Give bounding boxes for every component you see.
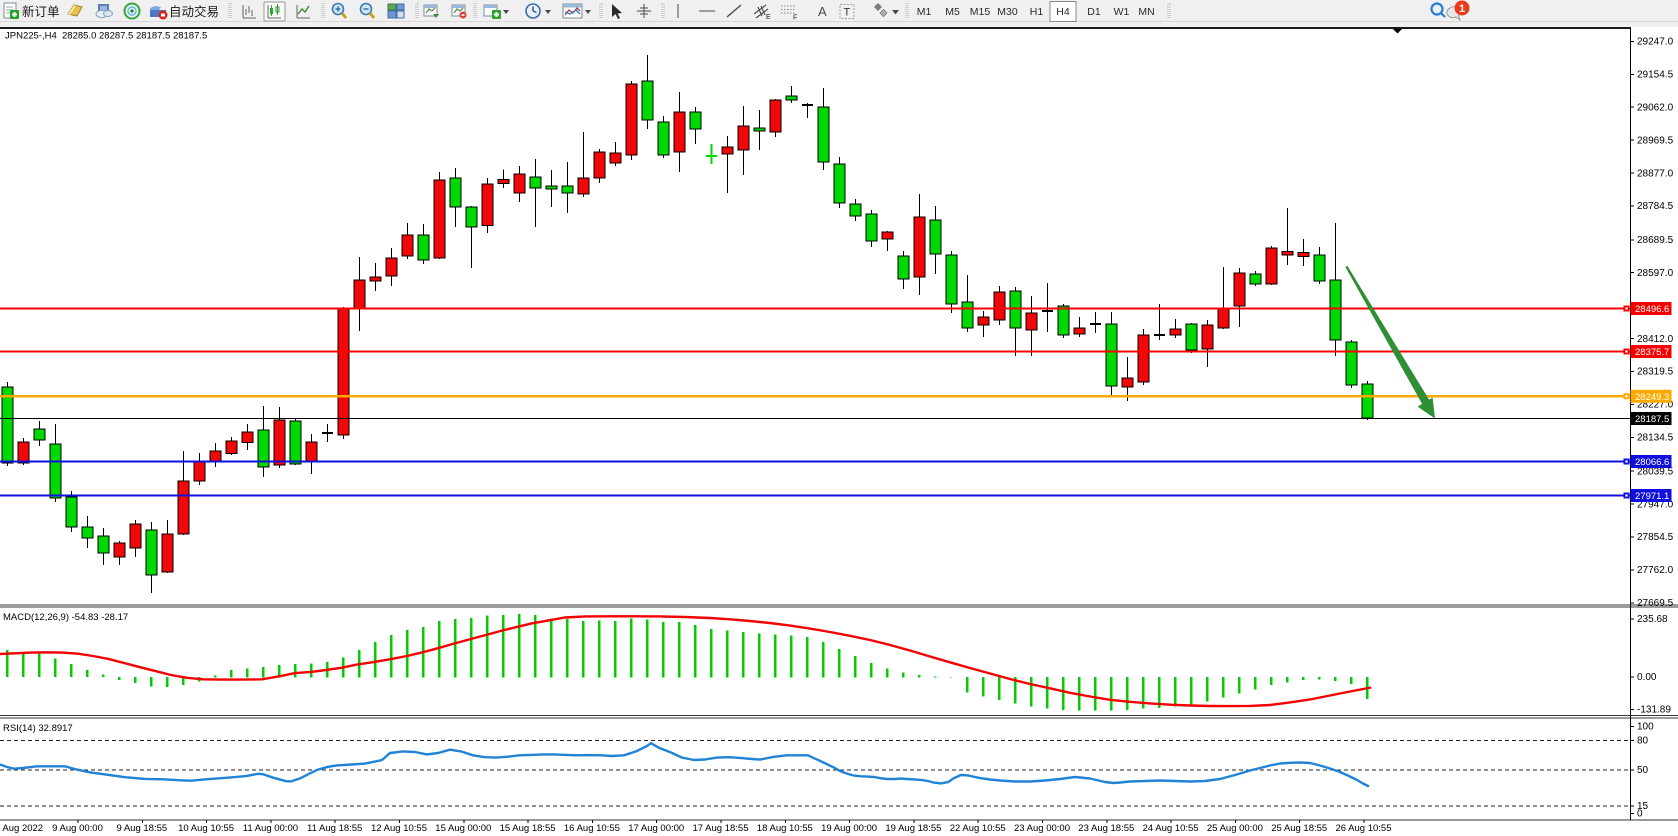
svg-text:23 Aug 00:00: 23 Aug 00:00	[1014, 823, 1070, 834]
svg-text:28249.3: 28249.3	[1635, 392, 1669, 403]
svg-text:24 Aug 10:55: 24 Aug 10:55	[1143, 823, 1199, 834]
svg-text:16 Aug 10:55: 16 Aug 10:55	[564, 823, 620, 834]
svg-text:17 Aug 18:55: 17 Aug 18:55	[693, 823, 749, 834]
svg-text:18 Aug 10:55: 18 Aug 10:55	[757, 823, 813, 834]
svg-text:A: A	[818, 4, 827, 19]
svg-text:自动交易: 自动交易	[169, 4, 219, 19]
svg-text:28597.0: 28597.0	[1637, 268, 1674, 279]
svg-text:28039.5: 28039.5	[1637, 466, 1674, 477]
svg-text:22 Aug 10:55: 22 Aug 10:55	[950, 823, 1006, 834]
svg-text:9 Aug 00:00: 9 Aug 00:00	[52, 823, 103, 834]
svg-text:0.00: 0.00	[1637, 672, 1657, 683]
svg-text:17 Aug 00:00: 17 Aug 00:00	[628, 823, 684, 834]
svg-text:H1: H1	[1030, 6, 1044, 18]
svg-text:28969.5: 28969.5	[1637, 135, 1674, 146]
svg-text:10 Aug 10:55: 10 Aug 10:55	[178, 823, 234, 834]
svg-text:28134.5: 28134.5	[1637, 433, 1674, 444]
svg-text:29062.0: 29062.0	[1637, 102, 1674, 113]
svg-text:27669.5: 27669.5	[1637, 598, 1674, 609]
svg-text:235.68: 235.68	[1637, 614, 1668, 625]
svg-text:11 Aug 18:55: 11 Aug 18:55	[307, 823, 362, 834]
svg-text:RSI(14) 32.8917: RSI(14) 32.8917	[3, 723, 73, 734]
svg-text:D1: D1	[1087, 6, 1101, 18]
svg-text:M1: M1	[917, 6, 932, 18]
svg-text:JPN225-,H4 28285.0 28287.5 28: JPN225-,H4 28285.0 28287.5 28187.5 28187…	[5, 31, 207, 42]
svg-text:M30: M30	[997, 6, 1018, 18]
svg-text:28187.5: 28187.5	[1635, 414, 1669, 425]
svg-text:15 Aug 18:55: 15 Aug 18:55	[500, 823, 556, 834]
svg-text:19 Aug 00:00: 19 Aug 00:00	[821, 823, 877, 834]
svg-text:H4: H4	[1056, 6, 1070, 18]
svg-text:12 Aug 10:55: 12 Aug 10:55	[371, 823, 427, 834]
svg-text:100: 100	[1637, 722, 1654, 733]
svg-text:28689.5: 28689.5	[1637, 235, 1674, 246]
svg-text:27947.0: 27947.0	[1637, 499, 1674, 510]
svg-text:27971.1: 27971.1	[1635, 491, 1669, 502]
svg-text:28877.0: 28877.0	[1637, 168, 1674, 179]
svg-text:25 Aug 18:55: 25 Aug 18:55	[1271, 823, 1327, 834]
svg-text:28496.6: 28496.6	[1635, 304, 1669, 315]
svg-text:11 Aug 00:00: 11 Aug 00:00	[243, 823, 298, 834]
svg-text:M5: M5	[945, 6, 960, 18]
svg-text:26 Aug 10:55: 26 Aug 10:55	[1336, 823, 1392, 834]
svg-text:28066.6: 28066.6	[1635, 457, 1669, 468]
svg-text:50: 50	[1637, 765, 1649, 776]
svg-text:E: E	[766, 14, 771, 21]
svg-text:T: T	[844, 7, 851, 19]
svg-text:W1: W1	[1114, 6, 1130, 18]
svg-text:28227.0: 28227.0	[1637, 400, 1674, 411]
svg-text:27762.0: 27762.0	[1637, 565, 1674, 576]
svg-text:28784.5: 28784.5	[1637, 201, 1674, 212]
svg-text:M15: M15	[970, 6, 991, 18]
svg-text:1: 1	[1459, 3, 1465, 15]
svg-text:28319.5: 28319.5	[1637, 367, 1674, 378]
svg-text:F: F	[793, 15, 797, 22]
svg-text:28412.0: 28412.0	[1637, 334, 1674, 345]
svg-text:25 Aug 00:00: 25 Aug 00:00	[1207, 823, 1263, 834]
svg-text:MACD(12,26,9) -54.83 -28.17: MACD(12,26,9) -54.83 -28.17	[3, 612, 128, 623]
svg-text:MN: MN	[1138, 6, 1154, 18]
svg-text:29247.0: 29247.0	[1637, 37, 1674, 48]
svg-text:15: 15	[1637, 801, 1649, 812]
svg-text:23 Aug 18:55: 23 Aug 18:55	[1078, 823, 1134, 834]
svg-text:29154.5: 29154.5	[1637, 70, 1674, 81]
svg-text:8 Aug 2022: 8 Aug 2022	[0, 823, 43, 834]
svg-text:19 Aug 18:55: 19 Aug 18:55	[885, 823, 941, 834]
svg-text:15 Aug 00:00: 15 Aug 00:00	[435, 823, 491, 834]
svg-text:27854.5: 27854.5	[1637, 532, 1674, 543]
svg-text:28375.7: 28375.7	[1635, 347, 1669, 358]
svg-text:80: 80	[1637, 736, 1649, 747]
svg-text:新订单: 新订单	[22, 4, 60, 19]
svg-text:-131.89: -131.89	[1637, 705, 1671, 716]
svg-text:0: 0	[1637, 809, 1643, 820]
svg-text:9 Aug 18:55: 9 Aug 18:55	[116, 823, 167, 834]
